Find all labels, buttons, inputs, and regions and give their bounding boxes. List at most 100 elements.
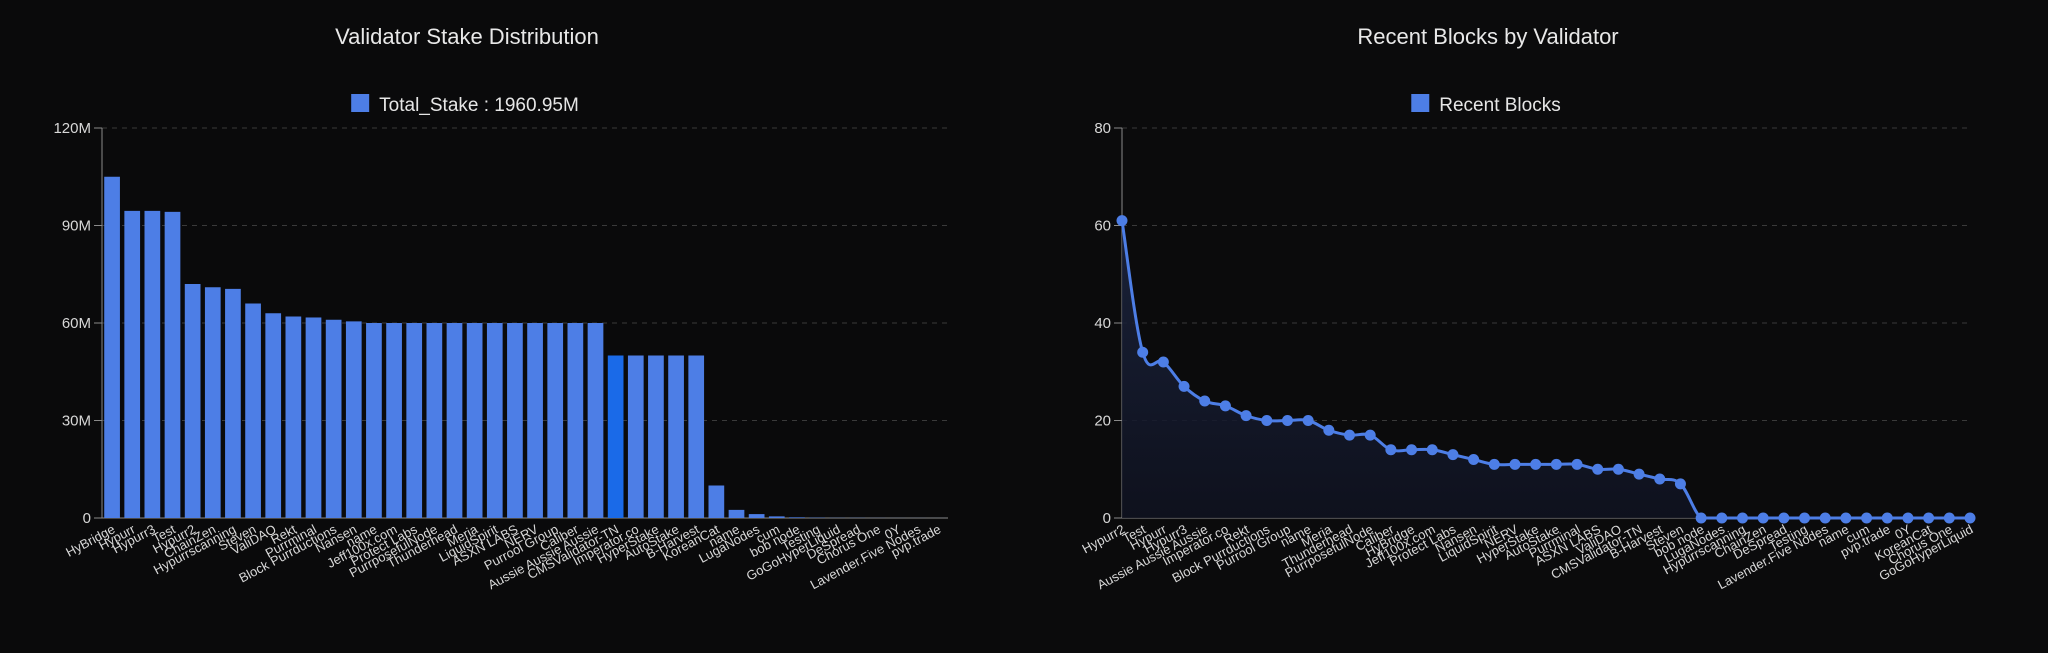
data-point — [1964, 512, 1976, 524]
y-tick-label: 0 — [83, 510, 91, 527]
bar — [708, 485, 725, 518]
data-point — [1447, 449, 1459, 461]
bar — [648, 355, 664, 518]
y-tick-label: 120M — [53, 120, 91, 137]
data-point — [1509, 458, 1521, 470]
data-point — [1654, 473, 1666, 485]
y-tick-label: 60M — [62, 315, 91, 332]
bar — [768, 516, 785, 518]
legend-swatch — [1411, 94, 1430, 112]
bar — [366, 323, 382, 518]
data-point — [1799, 512, 1811, 524]
data-point — [1716, 512, 1728, 524]
y-tick-label: 30M — [62, 413, 91, 430]
y-tick-label: 80 — [1094, 120, 1111, 137]
data-point — [1674, 478, 1686, 490]
data-point — [1840, 512, 1852, 524]
data-point — [1240, 410, 1252, 422]
bar — [748, 514, 765, 518]
data-point — [1385, 444, 1397, 456]
data-point — [1923, 512, 1935, 524]
bar — [627, 355, 644, 518]
data-point — [1281, 415, 1293, 426]
data-point — [1157, 356, 1169, 368]
data-point — [1633, 468, 1645, 480]
bar — [446, 323, 463, 518]
data-point — [1261, 415, 1273, 426]
bar — [688, 355, 705, 518]
recent-blocks-chart: Recent Blocks by Validator Recent Blocks 0… — [1080, 24, 1976, 592]
chart-title: Recent Blocks by Validator — [1357, 24, 1618, 49]
data-point — [1219, 400, 1231, 412]
data-point — [1426, 444, 1438, 456]
data-point — [1902, 512, 1914, 524]
data-point — [1819, 512, 1831, 524]
data-point — [1116, 215, 1128, 227]
bar — [426, 323, 443, 518]
stake-distribution-chart: Validator Stake Distribution Total_Stake … — [53, 24, 948, 592]
data-point — [1778, 512, 1790, 524]
legend-label: Total_Stake : 1960.95M — [379, 95, 579, 116]
x-tick-label: Hypurr3 — [110, 521, 158, 556]
bar — [144, 210, 161, 518]
data-point — [1488, 458, 1500, 470]
data-point — [1757, 512, 1769, 524]
data-point — [1571, 458, 1583, 470]
bar — [104, 176, 120, 518]
bar — [486, 323, 503, 518]
bar — [184, 284, 201, 518]
bar — [325, 319, 342, 518]
data-point — [1323, 424, 1335, 436]
bar — [225, 288, 241, 518]
data-point — [1861, 512, 1873, 524]
x-tick-label: 0Y — [882, 521, 903, 542]
legend-label: Recent Blocks — [1439, 95, 1560, 116]
blocks-chart-panel: Recent Blocks by Validator Recent Blocks 0… — [1000, 0, 2048, 653]
bar — [789, 517, 805, 518]
stake-chart-panel: Validator Stake Distribution Total_Stake … — [0, 0, 1000, 653]
bar — [245, 303, 261, 518]
x-tick-label: 0Y — [1892, 521, 1913, 542]
bar — [386, 323, 402, 518]
data-point — [1302, 415, 1314, 426]
bar — [265, 313, 282, 518]
bar — [124, 210, 141, 518]
area-fill — [1122, 220, 1970, 518]
data-point — [1406, 444, 1418, 456]
y-tick-label: 60 — [1094, 218, 1111, 235]
data-point — [1468, 454, 1480, 465]
bar — [728, 509, 745, 518]
bar — [527, 323, 543, 518]
bar — [406, 323, 423, 518]
data-point — [1695, 512, 1707, 524]
y-tick-label: 90M — [62, 218, 91, 235]
bar — [607, 355, 624, 518]
y-tick-label: 20 — [1094, 413, 1111, 430]
bar — [547, 323, 564, 518]
bar — [587, 323, 604, 518]
data-point — [1943, 512, 1955, 524]
bar — [204, 287, 221, 518]
data-point — [1881, 512, 1893, 524]
data-point — [1736, 512, 1748, 524]
data-point — [1612, 463, 1624, 475]
data-point — [1344, 429, 1356, 441]
data-point — [1550, 458, 1562, 470]
bar — [285, 316, 302, 518]
chart-title: Validator Stake Distribution — [335, 24, 599, 49]
y-tick-label: 0 — [1103, 510, 1111, 527]
data-point — [1364, 429, 1376, 441]
data-point — [1592, 463, 1604, 475]
bar — [507, 323, 523, 518]
data-point — [1178, 380, 1190, 392]
data-point — [1199, 395, 1211, 407]
bar — [567, 323, 584, 518]
y-tick-label: 40 — [1094, 315, 1111, 332]
bar — [164, 211, 181, 518]
bar — [345, 321, 362, 518]
data-point — [1530, 458, 1542, 470]
bar — [305, 317, 322, 518]
bar — [668, 355, 684, 518]
data-point — [1137, 346, 1149, 358]
